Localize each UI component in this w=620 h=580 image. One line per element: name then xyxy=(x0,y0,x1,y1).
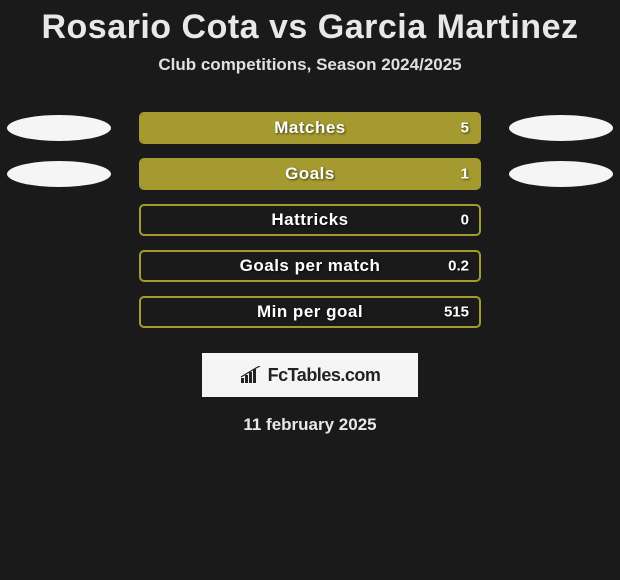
stat-bar-value: 5 xyxy=(461,120,469,137)
stat-bar-label: Goals xyxy=(141,164,479,184)
stat-bar-value: 515 xyxy=(444,304,469,321)
stat-bar-label: Hattricks xyxy=(141,210,479,230)
stat-row: Matches5 xyxy=(0,105,620,151)
bars-chart-icon xyxy=(240,366,262,384)
left-ellipse xyxy=(7,161,111,187)
stat-row: Hattricks0 xyxy=(0,197,620,243)
stat-bar-value: 0 xyxy=(461,212,469,229)
stat-bar: Min per goal515 xyxy=(139,296,481,328)
stat-bar: Matches5 xyxy=(139,112,481,144)
comparison-infographic: Rosario Cota vs Garcia Martinez Club com… xyxy=(0,0,620,580)
stat-bar-label: Min per goal xyxy=(141,302,479,322)
stat-bar-value: 1 xyxy=(461,166,469,183)
brand-inner: FcTables.com xyxy=(240,365,381,386)
date-text: 11 february 2025 xyxy=(0,415,620,435)
stat-row: Goals1 xyxy=(0,151,620,197)
stat-bar: Goals1 xyxy=(139,158,481,190)
stat-bar: Hattricks0 xyxy=(139,204,481,236)
stat-rows: Matches5Goals1Hattricks0Goals per match0… xyxy=(0,105,620,335)
right-ellipse xyxy=(509,115,613,141)
stat-bar: Goals per match0.2 xyxy=(139,250,481,282)
stat-row: Min per goal515 xyxy=(0,289,620,335)
brand-text: FcTables.com xyxy=(268,365,381,386)
brand-box: FcTables.com xyxy=(202,353,418,397)
stat-bar-label: Goals per match xyxy=(141,256,479,276)
left-ellipse xyxy=(7,115,111,141)
page-subtitle: Club competitions, Season 2024/2025 xyxy=(0,55,620,75)
page-title: Rosario Cota vs Garcia Martinez xyxy=(0,0,620,47)
stat-bar-value: 0.2 xyxy=(448,258,469,275)
stat-bar-label: Matches xyxy=(141,118,479,138)
stat-row: Goals per match0.2 xyxy=(0,243,620,289)
right-ellipse xyxy=(509,161,613,187)
